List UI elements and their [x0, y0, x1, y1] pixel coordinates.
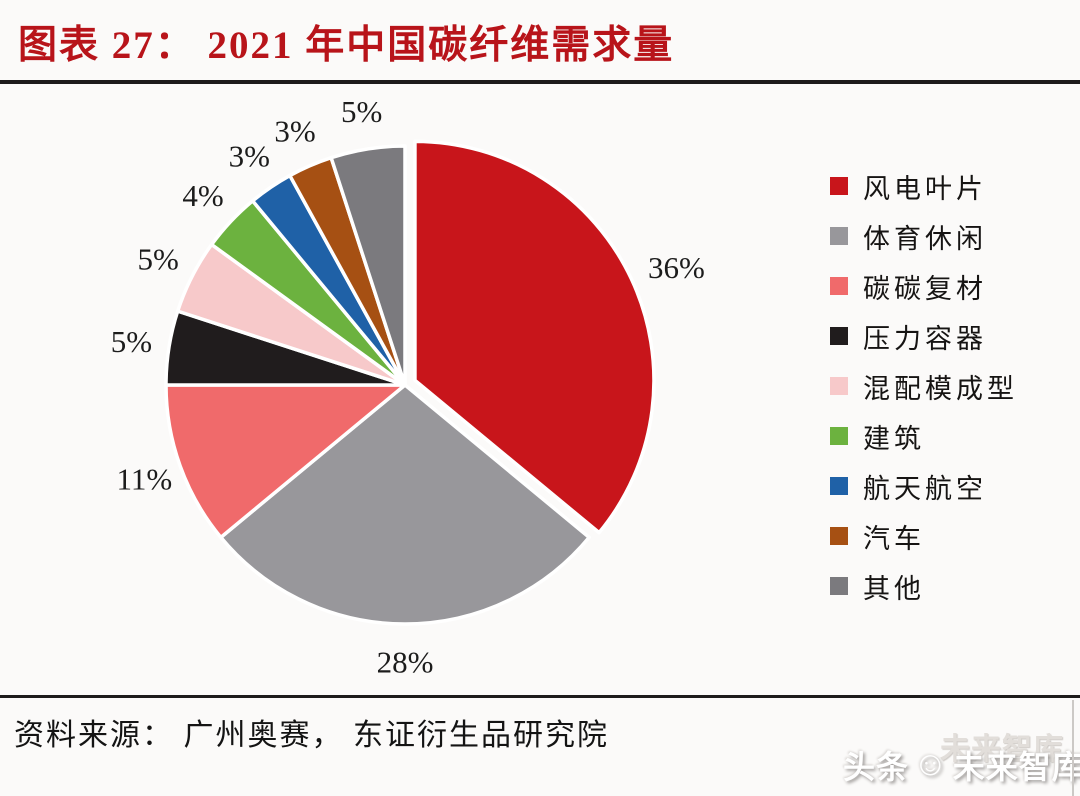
legend-label: 碳碳复材 — [863, 273, 987, 304]
legend-label: 航天航空 — [863, 473, 987, 504]
legend-swatch — [830, 227, 848, 245]
pie-slice-2 — [164, 383, 407, 540]
legend-swatch — [830, 577, 848, 595]
pie-value-label: 5% — [111, 324, 152, 359]
source-note: 资料来源： 广州奥赛， 东证衍生品研究院 — [14, 719, 609, 752]
watermark-ghost-text: 未来智库 — [940, 733, 1064, 766]
legend-item-1: 体育休闲 — [830, 211, 1018, 261]
legend-item-7: 汽车 — [830, 511, 1018, 561]
legend-label: 汽车 — [863, 523, 925, 554]
legend-label: 压力容器 — [863, 323, 987, 354]
legend-swatch — [830, 477, 848, 495]
watermark: 未来智库 头条 ☺ 未来智库 — [843, 733, 1080, 792]
pie-slice-8 — [329, 144, 407, 387]
legend-swatch — [830, 327, 848, 345]
legend-label: 其他 — [863, 573, 925, 604]
right-edge-artifact-line — [1072, 700, 1074, 796]
legend-label: 体育休闲 — [863, 223, 987, 254]
watermark-suffix: 未来智库 — [952, 749, 1080, 785]
watermark-main: 头条 ☺ 未来智库 — [843, 742, 1080, 788]
pie-value-label: 3% — [229, 138, 270, 173]
legend-swatch — [830, 277, 848, 295]
watermark-prefix: 头条 — [843, 749, 910, 785]
legend-label: 建筑 — [863, 423, 925, 454]
pie-slice-0 — [413, 139, 656, 535]
legend-item-3: 压力容器 — [830, 311, 1018, 361]
pie-value-label: 5% — [138, 242, 179, 277]
legend-item-5: 建筑 — [830, 411, 1018, 461]
legend-item-8: 其他 — [830, 561, 1018, 611]
legend-item-0: 风电叶片 — [830, 161, 1018, 211]
legend-label: 风电叶片 — [863, 173, 987, 204]
pie-value-label: 4% — [182, 178, 223, 213]
legend-label: 混配模成型 — [863, 373, 1018, 404]
chart-title: 图表 27： 2021 年中国碳纤维需求量 — [18, 24, 675, 67]
footer-divider — [0, 695, 1080, 698]
legend-swatch — [830, 427, 848, 445]
pie-value-label: 36% — [648, 250, 705, 285]
legend-swatch — [830, 177, 848, 195]
legend-swatch — [830, 377, 848, 395]
title-divider — [0, 80, 1080, 84]
pie-slice-1 — [219, 383, 591, 626]
legend-item-2: 碳碳复材 — [830, 261, 1018, 311]
smiley-face-icon: ☺ — [913, 746, 949, 783]
pie-value-label: 3% — [274, 113, 315, 148]
pie-value-label: 28% — [377, 645, 434, 680]
legend-item-6: 航天航空 — [830, 461, 1018, 511]
legend-item-4: 混配模成型 — [830, 361, 1018, 411]
legend: 风电叶片体育休闲碳碳复材压力容器混配模成型建筑航天航空汽车其他 — [830, 161, 1018, 611]
pie-value-label: 11% — [117, 461, 173, 496]
pie-value-label: 5% — [341, 94, 382, 129]
legend-swatch — [830, 527, 848, 545]
